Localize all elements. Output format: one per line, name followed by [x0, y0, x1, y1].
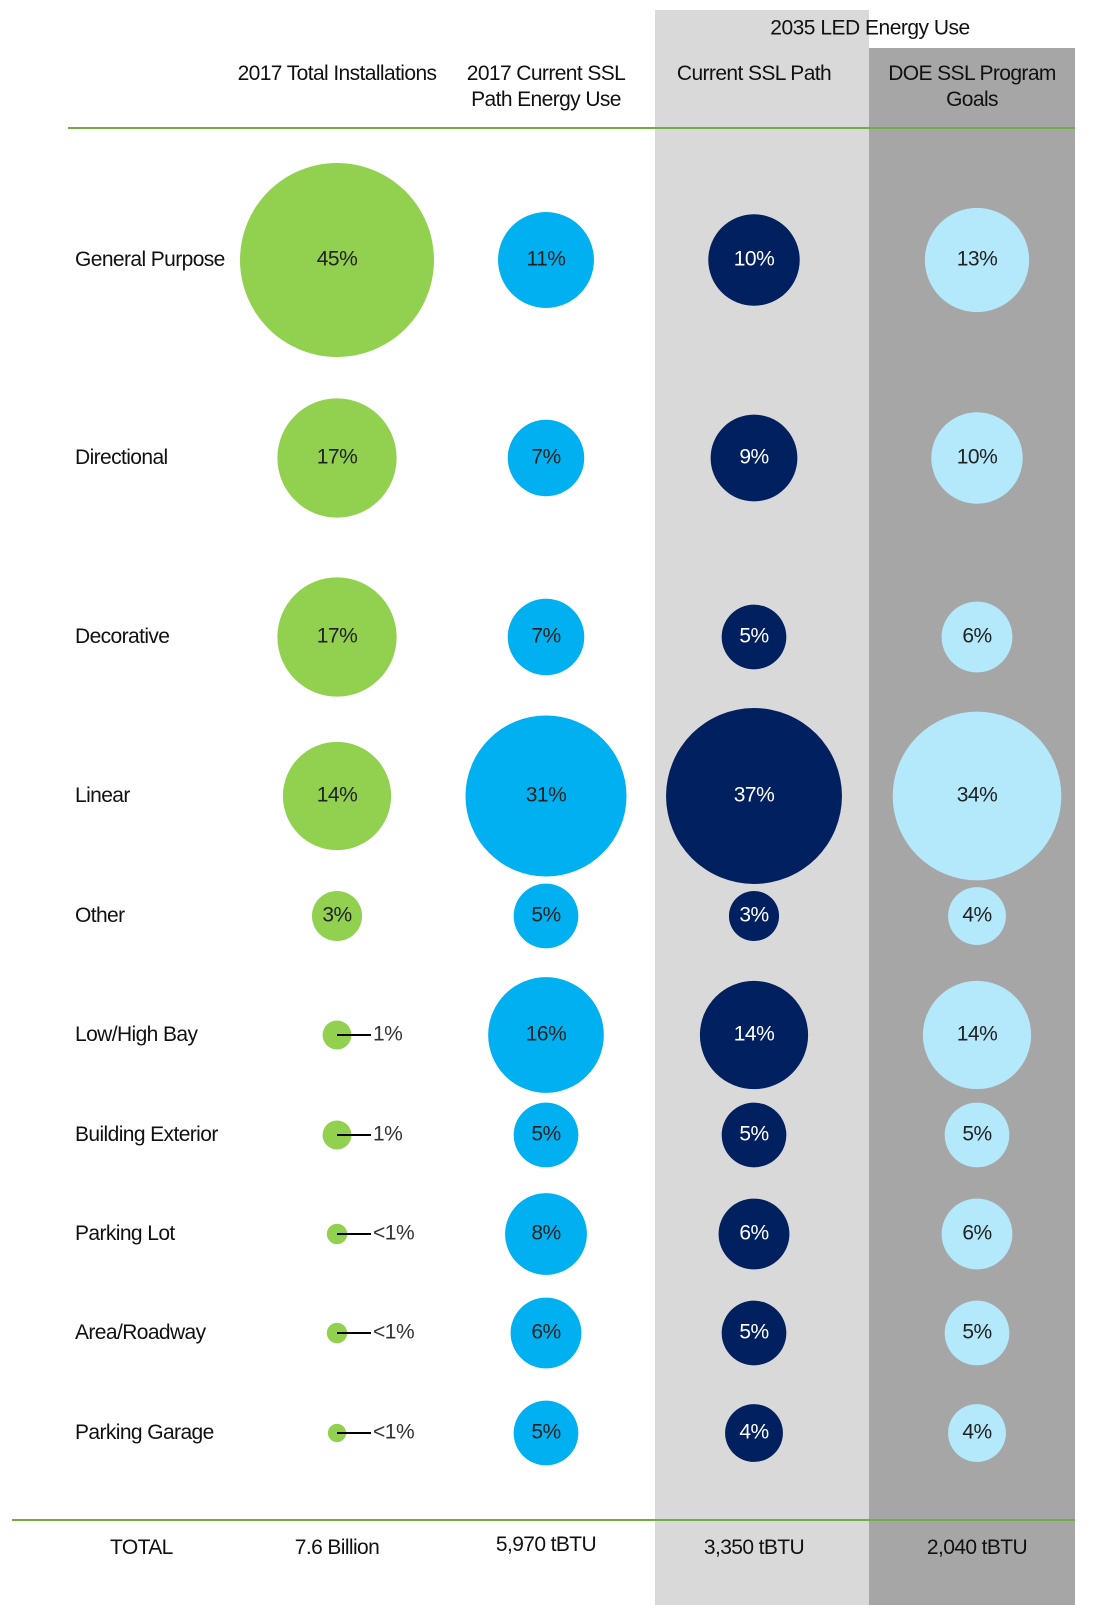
- value-label: 31%: [526, 784, 567, 807]
- bubble: [944, 1102, 1010, 1168]
- value-label: 8%: [531, 1222, 560, 1245]
- bubble: [507, 419, 585, 497]
- total-value: 2,040 tBTU: [926, 1536, 1028, 1559]
- bubble: [721, 604, 787, 670]
- bubble: [922, 980, 1032, 1090]
- bubble: [513, 883, 579, 949]
- value-label: 5%: [962, 1321, 991, 1344]
- value-label: 11%: [527, 248, 566, 271]
- bubble: [510, 1297, 582, 1369]
- value-label: 7%: [531, 625, 560, 648]
- value-label: 17%: [317, 625, 358, 648]
- value-label: 6%: [962, 1222, 991, 1245]
- value-label: 5%: [531, 1123, 560, 1146]
- column-header: 2017 Current SSL Path Energy Use: [466, 62, 626, 111]
- bubble: [948, 887, 1006, 945]
- column-header: Current SSL Path: [676, 62, 832, 85]
- bubble: [708, 214, 800, 306]
- bubble: [721, 1102, 787, 1168]
- value-label: 5%: [531, 904, 560, 927]
- value-label: 5%: [739, 1321, 768, 1344]
- bubble: [718, 1198, 790, 1270]
- bubble: [277, 577, 397, 697]
- column-header: 2017 Total Installations: [237, 62, 437, 85]
- value-label: 9%: [739, 446, 768, 469]
- bubble: [277, 398, 397, 518]
- bubble: [941, 1198, 1013, 1270]
- value-label: 14%: [734, 1023, 775, 1046]
- bubble: [240, 163, 434, 357]
- bubble: [282, 741, 392, 851]
- row-label: Low/High Bay: [75, 1023, 198, 1046]
- row-label: General Purpose: [75, 248, 225, 271]
- value-label: <1%: [373, 1321, 414, 1344]
- value-label: 17%: [317, 446, 358, 469]
- total-value: 7.6 Billion: [294, 1536, 380, 1559]
- value-label: 14%: [317, 784, 358, 807]
- value-label: 37%: [734, 784, 775, 807]
- value-label: 6%: [739, 1222, 768, 1245]
- value-label: 13%: [957, 248, 998, 271]
- bubble: [699, 980, 809, 1090]
- value-label: <1%: [373, 1222, 414, 1245]
- value-label: 34%: [957, 784, 998, 807]
- value-label: 5%: [739, 625, 768, 648]
- value-label: 6%: [962, 625, 991, 648]
- row-label: Linear: [75, 784, 130, 807]
- bubble: [892, 711, 1062, 881]
- total-label: TOTAL: [110, 1536, 173, 1559]
- bubble: [948, 1404, 1006, 1462]
- bubble: [513, 1102, 579, 1168]
- value-label: 3%: [322, 904, 351, 927]
- value-label: 4%: [962, 1421, 991, 1444]
- bubble: [498, 212, 594, 308]
- row-label: Parking Lot: [75, 1222, 175, 1245]
- row-label: Other: [75, 904, 125, 927]
- value-label: 4%: [739, 1421, 768, 1444]
- value-label: 3%: [739, 904, 768, 927]
- row-label: Directional: [75, 446, 168, 469]
- value-label: 5%: [739, 1123, 768, 1146]
- bubble: [505, 1193, 587, 1275]
- value-label: 1%: [373, 1023, 402, 1046]
- bubble: [666, 708, 842, 884]
- value-label: 6%: [531, 1321, 560, 1344]
- bubble: [725, 1404, 783, 1462]
- bubble: [311, 890, 363, 942]
- value-label: 16%: [526, 1023, 567, 1046]
- row-label: Area/Roadway: [75, 1321, 206, 1344]
- value-label: 10%: [734, 248, 775, 271]
- value-label: 10%: [957, 446, 998, 469]
- bubble: [924, 207, 1030, 313]
- value-label: 5%: [531, 1421, 560, 1444]
- bubble: [944, 1300, 1010, 1366]
- value-label: 7%: [531, 446, 560, 469]
- value-label: 14%: [957, 1023, 998, 1046]
- bubble: [488, 977, 604, 1093]
- total-value: 5,970 tBTU: [495, 1533, 597, 1556]
- bubble: [941, 601, 1013, 673]
- bubble: [721, 1300, 787, 1366]
- row-label: Building Exterior: [75, 1123, 218, 1146]
- bubble: [513, 1400, 579, 1466]
- value-label: 5%: [962, 1123, 991, 1146]
- value-label: 45%: [317, 248, 358, 271]
- value-label: 1%: [373, 1123, 402, 1146]
- row-label: Decorative: [75, 625, 170, 648]
- bubble: [465, 715, 627, 877]
- bubble: [728, 890, 780, 942]
- value-label: <1%: [373, 1421, 414, 1444]
- column-header: DOE SSL Program Goals: [888, 62, 1056, 111]
- total-value: 3,350 tBTU: [703, 1536, 805, 1559]
- value-label: 4%: [962, 904, 991, 927]
- row-label: Parking Garage: [75, 1421, 214, 1444]
- bubble: [710, 414, 798, 502]
- bubble: [931, 412, 1023, 504]
- group-title: 2035 LED Energy Use: [770, 17, 969, 40]
- bubble: [507, 598, 585, 676]
